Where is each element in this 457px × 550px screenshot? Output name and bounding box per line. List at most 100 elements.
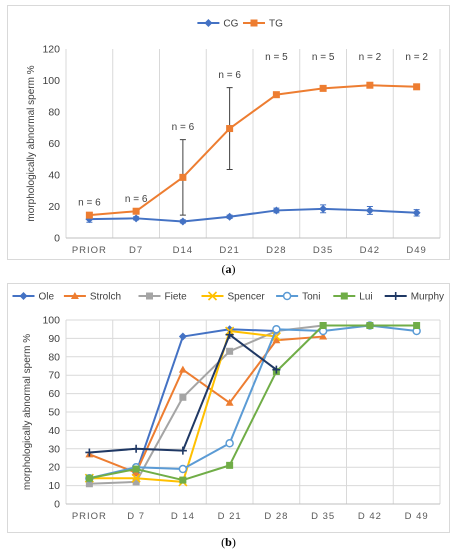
series-tg bbox=[85, 81, 421, 219]
x-tick-label: D 14 bbox=[171, 511, 195, 522]
chart-b: 0 10 20 30 40 50 60 70 80 90 100 PRIOR D 7 D 14 D 21 D … bbox=[12, 291, 444, 522]
legend-label: Fiete bbox=[165, 292, 188, 303]
chart-panel-b: 0 10 20 30 40 50 60 70 80 90 100 PRIOR D 7 D 14 D 21 D … bbox=[7, 283, 450, 533]
n-annotation: n = 2 bbox=[405, 52, 428, 63]
data-point bbox=[272, 336, 281, 344]
legend-swatch-marker bbox=[19, 292, 28, 300]
series-line bbox=[135, 328, 277, 474]
data-point bbox=[272, 206, 281, 215]
data-point bbox=[179, 476, 187, 484]
y-tick-label: 120 bbox=[42, 44, 60, 56]
legend-swatch-marker bbox=[340, 292, 348, 300]
data-point bbox=[225, 398, 234, 406]
data-point bbox=[365, 206, 374, 215]
data-point bbox=[179, 173, 187, 181]
data-point bbox=[178, 365, 187, 373]
data-point bbox=[132, 465, 140, 473]
data-point bbox=[272, 324, 281, 334]
x-tick-label: D14 bbox=[173, 245, 193, 256]
data-point bbox=[413, 322, 421, 330]
legend-swatch-marker bbox=[204, 19, 213, 27]
legend-label: Ole bbox=[39, 292, 55, 303]
y-axis-label: morphologically abnormal sperm % bbox=[26, 65, 37, 221]
data-point bbox=[85, 448, 94, 457]
y-tick-label: 90 bbox=[48, 333, 60, 345]
legend-swatch-marker bbox=[207, 291, 218, 301]
data-point bbox=[225, 330, 234, 339]
legend-item-strolch: Strolch bbox=[63, 292, 121, 303]
legend-swatch-marker bbox=[250, 19, 258, 27]
data-point bbox=[132, 444, 141, 453]
legend-label: CG bbox=[223, 19, 238, 30]
data-point bbox=[225, 439, 234, 448]
data-point bbox=[366, 81, 374, 89]
series-line bbox=[89, 330, 277, 483]
data-point bbox=[412, 208, 421, 217]
legend-label: Murphy bbox=[411, 292, 444, 303]
legend-item-fiete: Fiete bbox=[138, 292, 188, 303]
x-tick-label: PRIOR bbox=[72, 245, 107, 256]
series-murphy bbox=[85, 330, 281, 457]
y-tick-label: 70 bbox=[48, 370, 60, 382]
series-line bbox=[89, 84, 417, 217]
x-tick-label: D 28 bbox=[264, 511, 288, 522]
y-tick-label: 60 bbox=[48, 138, 60, 150]
data-point bbox=[319, 204, 328, 213]
y-tick-label: 20 bbox=[48, 201, 60, 213]
n-annotation: n = 6 bbox=[172, 122, 195, 133]
legend-item-tg: TG bbox=[243, 19, 283, 30]
data-point bbox=[178, 332, 187, 341]
legend-swatch-marker bbox=[70, 292, 79, 299]
n-annotation: n = 2 bbox=[359, 52, 382, 63]
legend-label: Spencer bbox=[228, 292, 266, 303]
series-line bbox=[89, 324, 417, 482]
legend-label: TG bbox=[269, 19, 283, 30]
data-point bbox=[132, 207, 140, 215]
data-point bbox=[179, 393, 187, 401]
n-annotation: n = 6 bbox=[218, 70, 241, 81]
legend: Ole Strolch Fiete Spencer Toni Lui Murphy bbox=[12, 291, 444, 303]
legend-swatch-marker bbox=[282, 291, 292, 301]
y-tick-label: 60 bbox=[48, 388, 60, 400]
legend-label: Strolch bbox=[90, 292, 121, 303]
legend-swatch-marker bbox=[146, 292, 153, 300]
data-point bbox=[132, 214, 141, 223]
x-tick-label: D42 bbox=[360, 245, 380, 256]
data-point bbox=[178, 464, 188, 474]
chart-a: 0 20 40 60 80 100 120 PRIOR D7 D14 D21 D28 D35 D42 D49… bbox=[26, 19, 441, 256]
series-line bbox=[89, 207, 417, 223]
y-tick-label: 10 bbox=[48, 480, 60, 492]
data-point bbox=[413, 83, 421, 91]
y-tick-label: 30 bbox=[48, 443, 60, 455]
legend-item-lui: Lui bbox=[333, 292, 373, 303]
y-tick-label: 50 bbox=[48, 407, 60, 419]
y-tick-label: 20 bbox=[48, 462, 60, 474]
x-tick-label: D 35 bbox=[311, 511, 335, 522]
caption-b-letter: b bbox=[225, 535, 232, 549]
legend-label: Lui bbox=[359, 292, 372, 303]
data-point bbox=[226, 347, 234, 355]
legend-item-spencer: Spencer bbox=[201, 291, 266, 303]
legend-item-cg: CG bbox=[197, 19, 239, 30]
y-tick-label: 0 bbox=[54, 233, 60, 245]
y-tick-label: 40 bbox=[48, 425, 60, 437]
legend: CG TG bbox=[197, 19, 283, 30]
x-tick-label: D 42 bbox=[358, 511, 382, 522]
data-point bbox=[226, 125, 234, 133]
data-point bbox=[272, 365, 281, 374]
n-annotation: n = 5 bbox=[312, 52, 335, 63]
data-point bbox=[131, 473, 141, 483]
x-tick-label: D 7 bbox=[127, 511, 145, 522]
x-tick-label: D35 bbox=[313, 245, 333, 256]
x-tick-label: PRIOR bbox=[72, 511, 107, 522]
x-tick-label: D49 bbox=[406, 245, 426, 256]
legend-label: Toni bbox=[302, 292, 320, 303]
x-tick-label: D 49 bbox=[405, 511, 429, 522]
y-tick-label: 80 bbox=[48, 107, 60, 119]
n-annotation: n = 6 bbox=[125, 194, 148, 205]
caption-a-letter: a bbox=[225, 262, 232, 276]
y-tick-label: 100 bbox=[42, 75, 60, 87]
data-point bbox=[225, 212, 234, 221]
y-tick-label: 40 bbox=[48, 170, 60, 182]
legend-item-toni: Toni bbox=[276, 292, 320, 303]
